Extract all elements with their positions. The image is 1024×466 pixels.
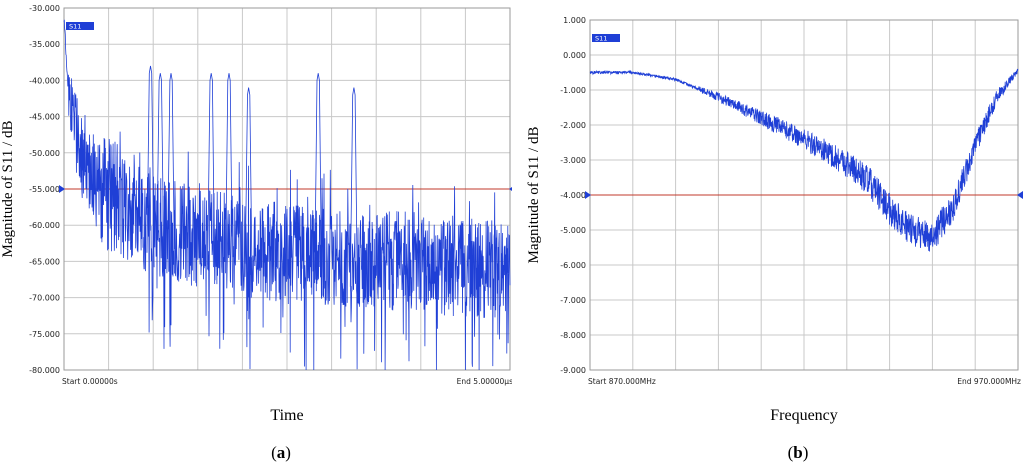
y-axis-label: Magnitude of S11 / dB bbox=[526, 127, 542, 264]
legend-box bbox=[592, 34, 620, 42]
reference-marker-left bbox=[585, 191, 591, 199]
legend-box bbox=[66, 22, 94, 30]
y-tick-label: -8.000 bbox=[560, 331, 586, 340]
y-tick-label: 1.000 bbox=[563, 16, 586, 25]
y-tick-label: -50.000 bbox=[29, 149, 60, 158]
y-tick-label: -80.000 bbox=[29, 366, 60, 375]
y-tick-label: -3.000 bbox=[560, 156, 586, 165]
y-tick-label: -4.000 bbox=[560, 191, 586, 200]
peak-mark bbox=[156, 73, 165, 271]
frequency-domain-chart: 1.000 0.000 -1.000 -2.000 -3.000 -4.000 -5.000… bbox=[526, 16, 1023, 462]
y-tick-label: -45.000 bbox=[29, 113, 60, 122]
y-tick-label: -1.000 bbox=[560, 86, 586, 95]
peak-mark bbox=[167, 73, 175, 274]
peak-mark bbox=[244, 87, 253, 292]
y-tick-label: -5.000 bbox=[560, 226, 586, 235]
reference-marker-right bbox=[509, 187, 512, 191]
start-label: Start 0.00000s bbox=[62, 377, 118, 386]
x-axis-label: Frequency bbox=[770, 407, 838, 424]
x-axis-label: Time bbox=[270, 407, 303, 424]
y-tick-label: -75.000 bbox=[29, 330, 60, 339]
reference-marker-right bbox=[1017, 191, 1023, 199]
y-tick-label: -55.000 bbox=[29, 185, 60, 194]
y-axis-label: Magnitude of S11 / dB bbox=[0, 121, 16, 258]
legend-label: S11 bbox=[595, 35, 607, 43]
panel-label: (a) bbox=[271, 443, 291, 462]
peak-mark bbox=[349, 87, 358, 302]
peak-mark bbox=[225, 73, 233, 288]
y-tick-label: -60.000 bbox=[29, 221, 60, 230]
chart-panel-b: 1.000 0.000 -1.000 -2.000 -3.000 -4.000 -5.000… bbox=[512, 0, 1024, 466]
end-label: End 970.000MHz bbox=[957, 377, 1021, 386]
y-tick-label: -30.000 bbox=[29, 4, 60, 13]
y-tick-label: -35.000 bbox=[29, 40, 60, 49]
y-tick-label: -9.000 bbox=[560, 366, 586, 375]
peak-mark bbox=[207, 73, 216, 285]
y-tick-label: -70.000 bbox=[29, 294, 60, 303]
y-tick-label: -65.000 bbox=[29, 257, 60, 266]
reference-marker-left bbox=[59, 185, 65, 193]
y-tick-label: 0.000 bbox=[563, 51, 586, 60]
start-label: Start 870.000MHz bbox=[588, 377, 656, 386]
series-line-s11-frequency bbox=[589, 68, 1019, 252]
peak-mark bbox=[146, 65, 155, 268]
y-tick-label: -7.000 bbox=[560, 296, 586, 305]
y-tick-label: -6.000 bbox=[560, 261, 586, 270]
y-tick-label: -2.000 bbox=[560, 121, 586, 130]
legend-label: S11 bbox=[69, 23, 81, 31]
end-label: End 5.00000µs bbox=[457, 377, 512, 386]
panel-label: (b) bbox=[788, 443, 809, 462]
chart-panel-a: -30.000 -35.000 -40.000 -45.000 -50.000 -55.0… bbox=[0, 4, 512, 462]
y-tick-label: -40.000 bbox=[29, 76, 60, 85]
peak-mark bbox=[314, 73, 323, 298]
time-domain-chart: -30.000 -35.000 -40.000 -45.000 -50.000 -55.0… bbox=[0, 4, 512, 462]
series-line-s11-time bbox=[63, 19, 511, 371]
